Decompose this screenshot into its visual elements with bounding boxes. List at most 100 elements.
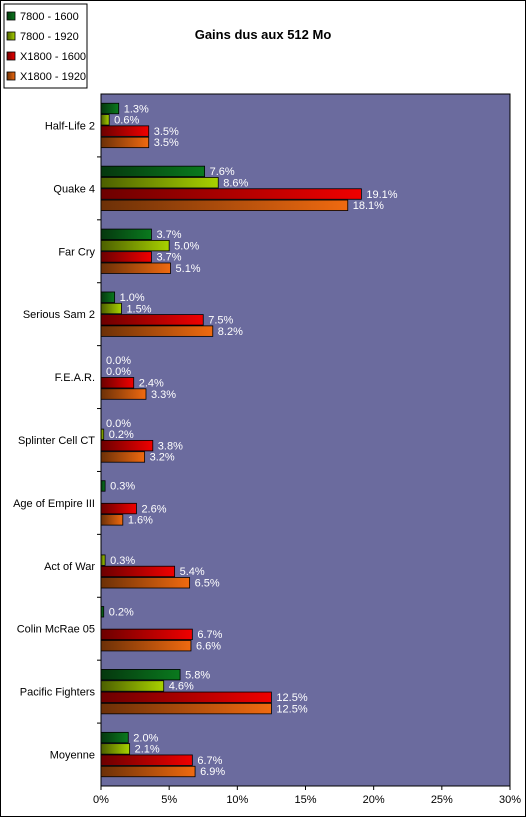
data-label: 1.5% bbox=[126, 303, 151, 315]
data-label: 0.2% bbox=[109, 429, 134, 441]
category-label: Half-Life 2 bbox=[45, 120, 95, 132]
bar bbox=[100, 731, 129, 744]
x-tick-label: 15% bbox=[294, 794, 316, 806]
bar bbox=[100, 262, 171, 274]
data-label: 12.5% bbox=[276, 703, 307, 715]
bar bbox=[100, 514, 124, 526]
bar bbox=[100, 102, 120, 115]
data-label: 7.6% bbox=[210, 166, 235, 178]
bar bbox=[100, 165, 206, 178]
bar bbox=[100, 177, 219, 189]
bar bbox=[100, 669, 181, 681]
legend-label: 7800 - 1600 bbox=[20, 11, 79, 23]
bar bbox=[100, 628, 193, 641]
bar bbox=[100, 754, 193, 766]
data-label: 1.0% bbox=[120, 292, 145, 304]
legend-label: X1800 - 1600 bbox=[20, 51, 86, 63]
data-label: 0.3% bbox=[110, 555, 135, 567]
bar bbox=[100, 302, 122, 315]
data-label: 6.6% bbox=[196, 640, 221, 652]
data-label: 0.6% bbox=[114, 115, 139, 127]
bar bbox=[100, 577, 191, 589]
data-label: 1.6% bbox=[128, 515, 153, 527]
category-label: Far Cry bbox=[58, 246, 95, 258]
data-label: 0.0% bbox=[106, 366, 131, 378]
data-label: 5.1% bbox=[176, 263, 201, 275]
data-label: 7.5% bbox=[208, 315, 233, 327]
legend-label: 7800 - 1920 bbox=[20, 31, 79, 43]
bar bbox=[100, 765, 196, 778]
data-label: 5.8% bbox=[185, 669, 210, 681]
category-label: Age of Empire III bbox=[13, 498, 95, 510]
bar bbox=[100, 291, 116, 303]
bar bbox=[100, 136, 150, 149]
legend-label: X1800 - 1920 bbox=[20, 71, 86, 83]
data-label: 2.1% bbox=[135, 744, 160, 756]
category-label: Splinter Cell CT bbox=[18, 435, 95, 447]
bar bbox=[100, 554, 106, 566]
data-label: 0.0% bbox=[106, 355, 131, 367]
bar bbox=[100, 251, 152, 263]
data-label: 4.6% bbox=[169, 681, 194, 693]
data-label: 18.1% bbox=[353, 200, 384, 212]
legend-swatch bbox=[6, 31, 16, 41]
bar bbox=[100, 388, 147, 400]
data-label: 3.5% bbox=[154, 126, 179, 138]
bar bbox=[100, 228, 152, 240]
category-label: Pacific Fighters bbox=[20, 687, 96, 699]
data-label: 8.2% bbox=[218, 326, 243, 338]
data-label: 0.0% bbox=[106, 418, 131, 430]
data-label: 6.7% bbox=[197, 755, 222, 767]
bar bbox=[100, 640, 192, 652]
bar bbox=[100, 691, 272, 703]
bar bbox=[100, 188, 362, 200]
data-label: 19.1% bbox=[366, 189, 397, 201]
category-label: Serious Sam 2 bbox=[23, 309, 95, 321]
x-tick-label: 25% bbox=[431, 794, 453, 806]
bar bbox=[100, 702, 272, 715]
category-label: Moyenne bbox=[50, 750, 95, 762]
legend-swatch bbox=[6, 11, 16, 21]
bar bbox=[100, 199, 349, 211]
data-label: 3.5% bbox=[154, 137, 179, 149]
data-label: 3.7% bbox=[156, 229, 181, 241]
bar bbox=[100, 565, 176, 578]
legend bbox=[3, 3, 88, 89]
x-tick-label: 0% bbox=[93, 794, 109, 806]
bar bbox=[100, 502, 137, 515]
data-label: 3.7% bbox=[156, 252, 181, 264]
category-label: Quake 4 bbox=[53, 183, 95, 195]
legend-swatch bbox=[6, 51, 16, 61]
data-label: 1.3% bbox=[124, 103, 149, 115]
bar bbox=[100, 606, 105, 618]
category-label: Act of War bbox=[44, 561, 95, 573]
data-label: 6.9% bbox=[200, 766, 225, 778]
x-tick-label: 10% bbox=[226, 794, 248, 806]
bar bbox=[100, 125, 150, 137]
data-label: 0.2% bbox=[109, 607, 134, 619]
bar bbox=[100, 451, 146, 463]
data-label: 12.5% bbox=[276, 692, 307, 704]
chart-title: Gains dus aux 512 Mo bbox=[195, 27, 332, 42]
data-label: 3.3% bbox=[151, 389, 176, 401]
data-label: 2.6% bbox=[141, 503, 166, 515]
data-label: 5.0% bbox=[174, 240, 199, 252]
category-label: F.E.A.R. bbox=[55, 372, 95, 384]
bar bbox=[100, 325, 214, 337]
data-label: 8.6% bbox=[223, 177, 248, 189]
bar bbox=[100, 743, 131, 755]
data-label: 2.0% bbox=[133, 732, 158, 744]
data-label: 5.4% bbox=[180, 566, 205, 578]
x-tick-label: 30% bbox=[499, 794, 521, 806]
data-label: 3.8% bbox=[158, 440, 183, 452]
data-label: 6.5% bbox=[195, 578, 220, 590]
bar bbox=[100, 439, 154, 452]
bar bbox=[100, 314, 204, 326]
data-label: 2.4% bbox=[139, 377, 164, 389]
bar bbox=[100, 239, 170, 252]
bar bbox=[100, 680, 165, 692]
legend-swatch bbox=[6, 71, 16, 81]
data-label: 6.7% bbox=[197, 629, 222, 641]
